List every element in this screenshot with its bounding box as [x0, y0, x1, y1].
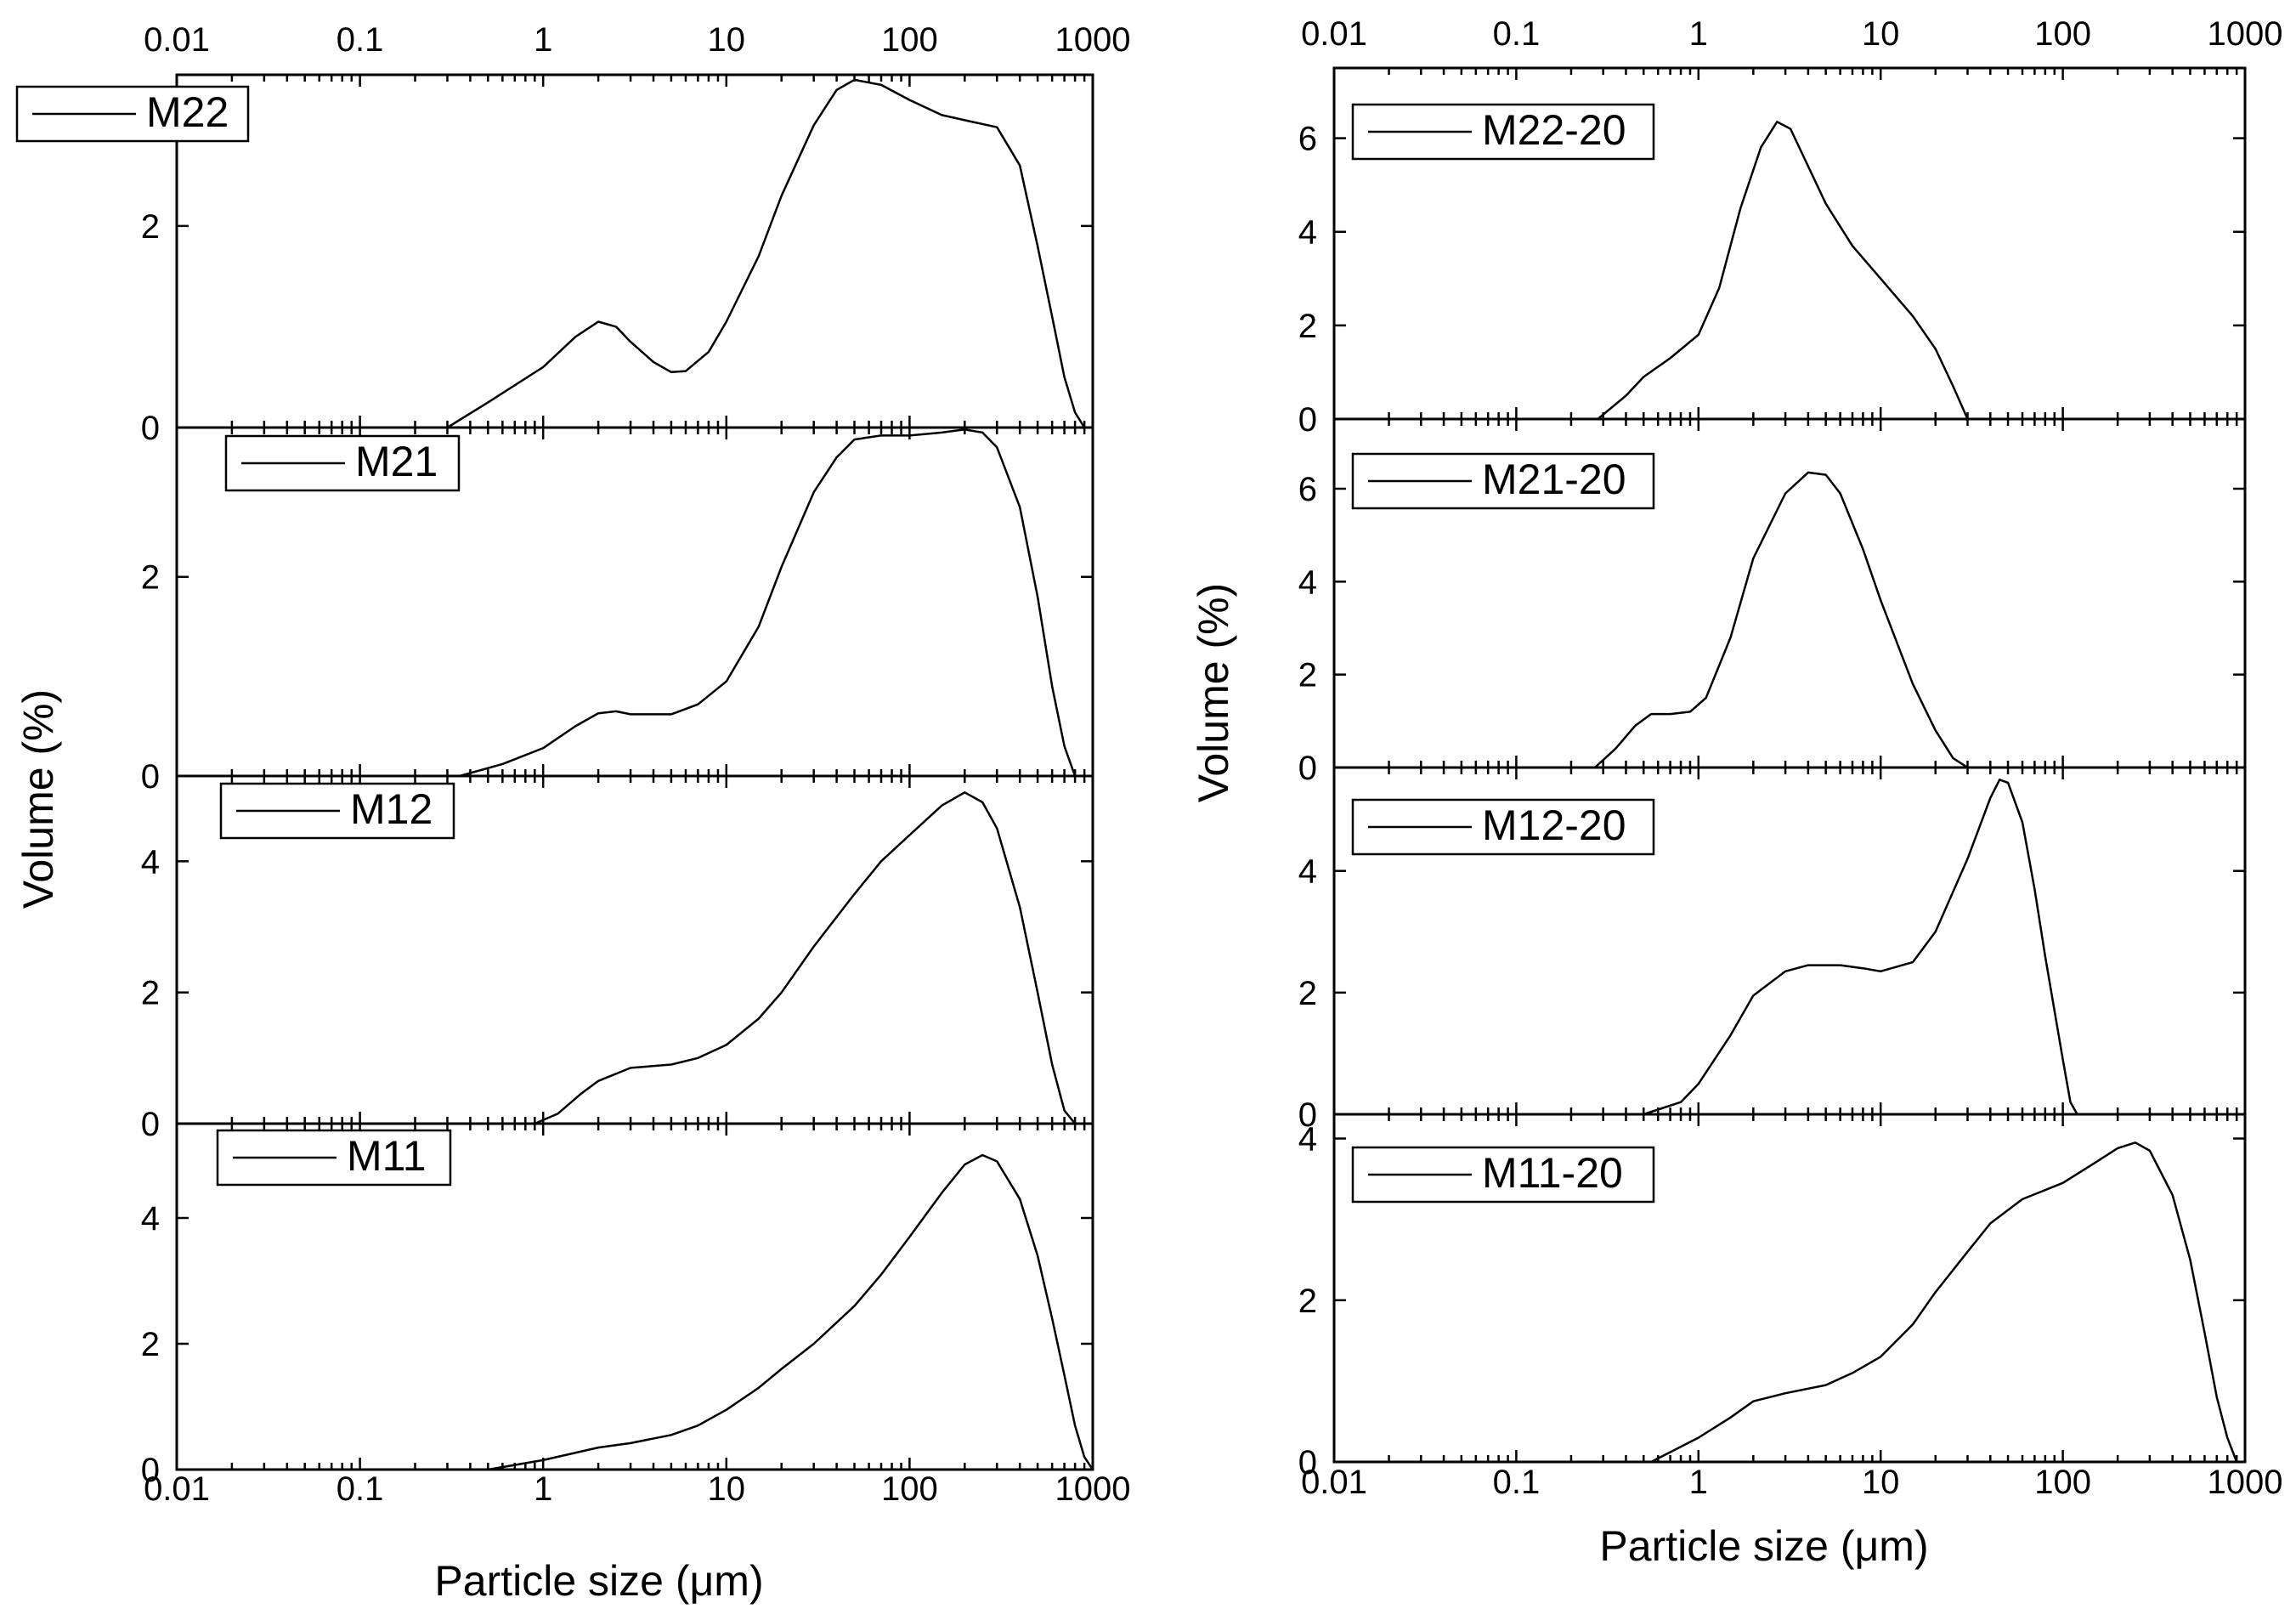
- y-tick-label: 2: [141, 1326, 160, 1363]
- y-tick-label: 0: [141, 758, 160, 796]
- top-x-tick-label: 0.1: [1493, 15, 1541, 53]
- y-tick-label: 0: [141, 410, 160, 447]
- legend-label: M21-20: [1482, 456, 1626, 503]
- top-x-tick-label: 10: [708, 21, 746, 59]
- top-x-tick-label: 1000: [2208, 15, 2283, 53]
- legend-label: M21: [355, 438, 438, 485]
- bottom-x-tick-label: 0.1: [1493, 1464, 1541, 1501]
- bottom-x-tick-label: 1000: [1055, 1470, 1131, 1508]
- y-tick-label: 2: [1298, 975, 1317, 1012]
- panel-m22-20: 0 2 4 6 M22-20: [1298, 66, 2247, 439]
- panel-frame: [175, 73, 1094, 429]
- bottom-x-tick-label: 0.01: [144, 1470, 210, 1508]
- top-x-tick-label: 1000: [1055, 21, 1131, 59]
- top-x-tick-label: 1: [1689, 15, 1708, 53]
- panel-m21: 0 2 M21: [141, 426, 1094, 796]
- bottom-x-tick-label: 0.1: [336, 1470, 384, 1508]
- legend-label: M22-20: [1482, 106, 1626, 154]
- right-chart: 0 2 4 6 M22-20 0 2 4 6 M21-20 0 2 4 M12-20 0 2 4 M11-20 0.…: [1190, 15, 2282, 1570]
- y-tick-label: 0: [1298, 401, 1317, 439]
- y-tick-label: 4: [1298, 853, 1317, 891]
- x-axis-label: Particle size (μm): [1599, 1522, 1928, 1570]
- series-line-m21: [459, 428, 1077, 778]
- bottom-x-tick-label: 10: [708, 1470, 746, 1508]
- y-tick-label: 0: [1298, 1444, 1317, 1481]
- panel-m22: 0 2 M22: [15, 73, 1094, 447]
- panel-m11: 0 2 4 M11: [141, 1122, 1094, 1489]
- panel-m21-20: 0 2 4 6 M21-20: [1298, 417, 2247, 787]
- bottom-x-tick-label: 1000: [2208, 1464, 2283, 1501]
- legend-label: M12-20: [1482, 802, 1626, 849]
- panel-m11-20: 0 2 4 M11-20: [1298, 1113, 2247, 1481]
- legend: M22: [15, 85, 250, 143]
- top-x-tick-label: 1: [534, 21, 552, 59]
- legend: M22-20: [1351, 103, 1655, 161]
- panel-frame: [175, 1122, 1094, 1471]
- top-x-tick-label: 100: [2034, 15, 2091, 53]
- legend-label: M12: [350, 785, 433, 833]
- bottom-x-tick-label: 1: [1689, 1464, 1708, 1501]
- series-line-m22: [446, 78, 1086, 429]
- series-line-m11: [488, 1153, 1094, 1471]
- top-x-tick-label: 100: [881, 21, 938, 59]
- series-line-m11-20: [1650, 1141, 2238, 1464]
- y-tick-label: 2: [1298, 1283, 1317, 1320]
- top-x-tick-label: 0.01: [144, 21, 210, 59]
- y-tick-label: 4: [1298, 214, 1317, 252]
- y-tick-label: 4: [141, 1200, 160, 1238]
- bottom-x-tick-label: 0.01: [1301, 1464, 1367, 1501]
- legend: M11: [216, 1129, 452, 1187]
- x-axis-label: Particle size (μm): [434, 1557, 763, 1605]
- legend: M21: [224, 434, 461, 492]
- series-line-m12: [534, 791, 1077, 1125]
- series-line-m21-20: [1594, 471, 1969, 769]
- y-tick-label: 2: [1298, 657, 1317, 694]
- left-chart: 0 2 M22 0 2 M21 0 2 4 M12 0 2 4 M11 0.01 0.01 0.1 0.1 1 1 10…: [14, 21, 1130, 1605]
- y-axis-label: Volume (%): [14, 689, 62, 909]
- panel-m12-20: 0 2 4 M12-20: [1298, 766, 2247, 1134]
- series-line-m22-20: [1597, 121, 1969, 420]
- panel-m12: 0 2 4 M12: [141, 774, 1094, 1143]
- top-x-tick-label: 0.1: [336, 21, 384, 59]
- y-axis-label: Volume (%): [1190, 583, 1237, 802]
- y-tick-label: 2: [141, 559, 160, 597]
- y-tick-label: 4: [141, 843, 160, 881]
- y-tick-label: 6: [1298, 121, 1317, 158]
- y-tick-label: 2: [141, 975, 160, 1012]
- y-tick-label: 0: [141, 1106, 160, 1143]
- legend-label: M22: [146, 88, 229, 136]
- y-tick-label: 2: [1298, 308, 1317, 345]
- y-tick-label: 4: [1298, 1121, 1317, 1158]
- legend-label: M11-20: [1482, 1149, 1623, 1197]
- top-x-tick-label: 0.01: [1301, 15, 1367, 53]
- bottom-x-tick-label: 10: [1862, 1464, 1900, 1501]
- bottom-x-tick-label: 1: [534, 1470, 552, 1508]
- legend-label: M11: [347, 1132, 427, 1180]
- legend: M12-20: [1351, 798, 1655, 856]
- y-tick-label: 4: [1298, 564, 1317, 601]
- y-tick-label: 0: [141, 1452, 160, 1489]
- y-tick-label: 0: [1298, 750, 1317, 787]
- bottom-x-tick-label: 100: [881, 1470, 938, 1508]
- series-line-m12-20: [1643, 779, 2078, 1116]
- legend: M12: [219, 782, 455, 840]
- legend: M21-20: [1351, 452, 1655, 510]
- bottom-x-tick-label: 100: [2034, 1464, 2091, 1501]
- y-tick-label: 2: [141, 208, 160, 246]
- y-tick-label: 6: [1298, 471, 1317, 508]
- legend: M11-20: [1351, 1146, 1655, 1204]
- top-x-tick-label: 10: [1862, 15, 1900, 53]
- panel-frame: [1332, 1113, 2247, 1464]
- y-tick-label: 0: [1298, 1096, 1317, 1134]
